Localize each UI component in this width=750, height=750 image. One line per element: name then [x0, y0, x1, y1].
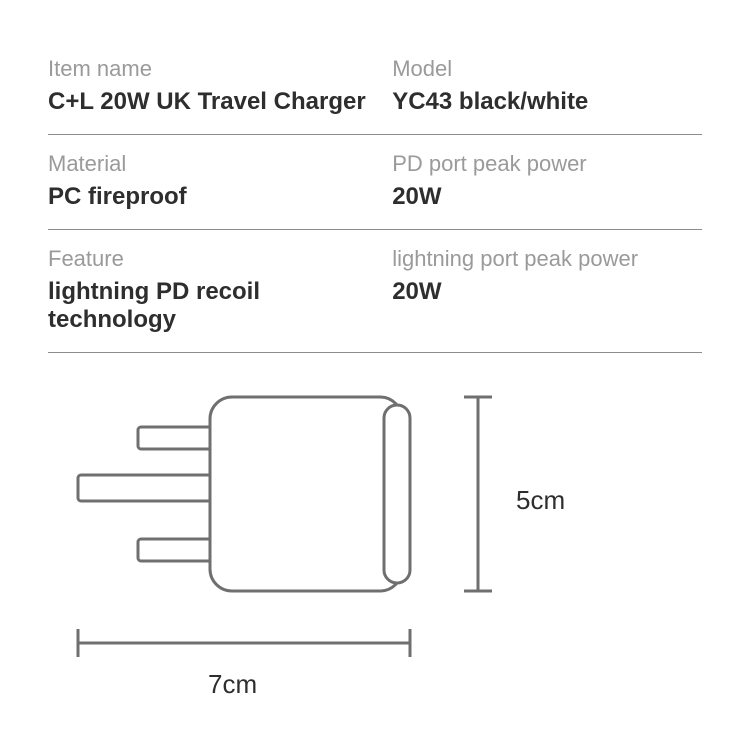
spec-value: 20W — [392, 278, 702, 306]
spec-label: Feature — [48, 246, 392, 272]
spec-label: Model — [392, 56, 702, 82]
charger-outline — [48, 377, 708, 717]
height-dimension-label: 5cm — [516, 485, 565, 516]
spec-cell: Model YC43 black/white — [392, 56, 702, 116]
spec-value: 20W — [392, 183, 702, 211]
spec-cell: Feature lightning PD recoil technology — [48, 246, 392, 334]
spec-value: lightning PD recoil technology — [48, 278, 392, 334]
spec-value: YC43 black/white — [392, 88, 702, 116]
spec-row: Material PC fireproofPD port peak power 20… — [48, 135, 702, 230]
spec-cell: PD port peak power 20W — [392, 151, 702, 211]
width-dimension-label: 7cm — [208, 669, 257, 700]
dimension-diagram: 5cm 7cm — [48, 377, 702, 717]
spec-label: PD port peak power — [392, 151, 702, 177]
spec-table: Item name C+L 20W UK Travel ChargerModel Y… — [48, 40, 702, 353]
spec-cell: Item name C+L 20W UK Travel Charger — [48, 56, 392, 116]
spec-label: Material — [48, 151, 392, 177]
spec-label: Item name — [48, 56, 392, 82]
spec-label: lightning port peak power — [392, 246, 702, 272]
spec-row: Item name C+L 20W UK Travel ChargerModel Y… — [48, 40, 702, 135]
spec-cell: lightning port peak power 20W — [392, 246, 702, 334]
spec-cell: Material PC fireproof — [48, 151, 392, 211]
spec-value: PC fireproof — [48, 183, 392, 211]
spec-row: Feature lightning PD recoil technologylig… — [48, 230, 702, 353]
spec-value: C+L 20W UK Travel Charger — [48, 88, 392, 116]
